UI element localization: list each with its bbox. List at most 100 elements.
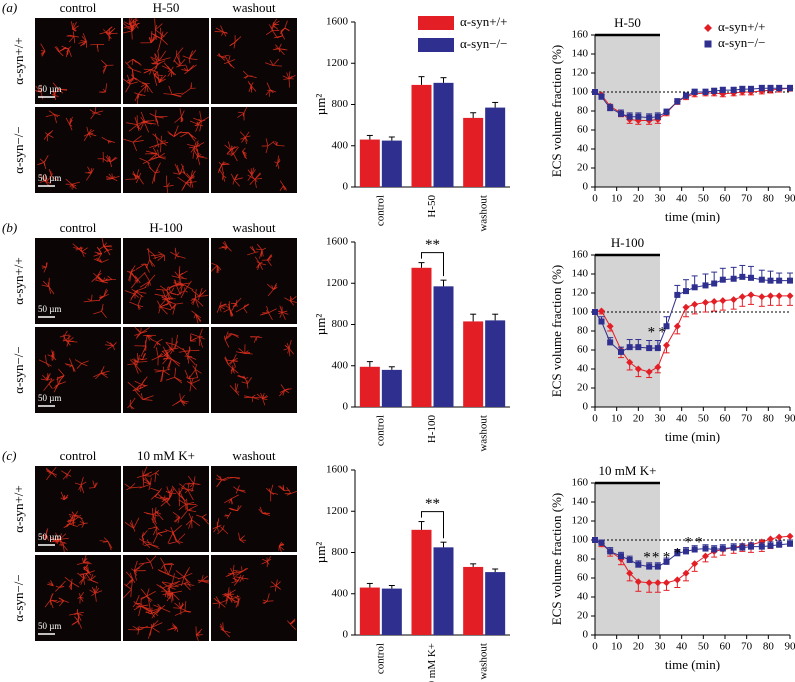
astrocyte-process	[88, 570, 95, 574]
astrocyte-process	[137, 279, 141, 284]
astrocyte-process	[170, 292, 180, 296]
astrocyte-process	[220, 628, 224, 631]
astrocyte-process	[199, 295, 209, 297]
astrocyte-process	[150, 35, 157, 43]
astrocyte-process	[151, 356, 159, 361]
astrocyte-process	[137, 271, 146, 280]
marker	[682, 569, 690, 577]
astrocyte-process	[170, 66, 174, 71]
astrocyte-process	[223, 31, 228, 34]
significance-label: **	[425, 496, 440, 512]
astrocyte-process	[226, 515, 230, 519]
astrocyte-process	[186, 173, 191, 179]
astrocyte-process	[40, 43, 46, 52]
astrocyte-process	[216, 306, 220, 313]
astrocyte-process	[230, 173, 235, 181]
astrocyte-process	[195, 368, 202, 374]
annotation: *	[695, 534, 703, 550]
y-axis-label: ECS volume fraction (%)	[549, 45, 564, 178]
marker	[626, 344, 633, 351]
astrocyte-process	[279, 180, 284, 186]
astrocyte-process	[90, 574, 94, 581]
astrocyte-process	[219, 599, 228, 604]
astrocyte-process	[193, 476, 196, 484]
astrocyte-process	[191, 483, 195, 492]
astrocyte-process	[154, 369, 164, 372]
astrocyte-process	[130, 486, 142, 489]
astrocyte-process	[58, 540, 67, 544]
astrocyte-process	[130, 482, 136, 489]
astrocyte-process	[241, 381, 248, 384]
astrocyte-process	[243, 106, 248, 114]
astrocyte-process	[256, 261, 260, 264]
marker	[711, 88, 718, 95]
astrocyte-process	[73, 36, 76, 44]
astrocyte-process	[275, 581, 281, 586]
astrocyte-process	[222, 622, 224, 631]
marker	[618, 348, 624, 355]
astrocyte-process	[144, 263, 150, 273]
astrocyte-process	[290, 490, 298, 494]
astrocyte-process	[237, 600, 240, 607]
marker	[747, 291, 755, 299]
astrocyte-process	[67, 48, 69, 56]
astrocyte-process	[187, 509, 197, 513]
astrocyte-process	[217, 524, 222, 528]
astrocyte-process	[224, 357, 229, 365]
astrocyte-process	[160, 604, 166, 609]
micrograph-background	[35, 327, 121, 413]
panel-label: (c)	[2, 448, 16, 463]
column-header: H-100	[149, 220, 182, 235]
astrocyte-process	[154, 144, 159, 148]
astrocyte-process	[91, 299, 101, 302]
astrocyte-process	[182, 347, 189, 357]
astrocyte-process	[69, 515, 75, 521]
astrocyte-process	[262, 600, 268, 604]
astrocyte-process	[130, 81, 138, 85]
astrocyte-process	[151, 508, 154, 515]
astrocyte-process	[74, 359, 82, 364]
astrocyte-process	[130, 265, 136, 273]
astrocyte-process	[79, 591, 85, 598]
y-tick-label: 0	[583, 401, 589, 413]
astrocyte-process	[192, 298, 196, 306]
astrocyte-process	[232, 365, 234, 369]
marker	[776, 541, 783, 548]
astrocyte-process	[184, 369, 189, 380]
astrocyte-process	[163, 370, 170, 376]
astrocyte-process	[123, 21, 130, 25]
astrocyte-process	[59, 537, 64, 546]
astrocyte-process	[265, 310, 269, 314]
astrocyte-process	[199, 289, 207, 297]
x-tick-label: control	[374, 643, 386, 674]
stimulus-label: H-50	[614, 15, 641, 30]
astrocyte-process	[149, 259, 156, 267]
bar	[381, 140, 402, 187]
astrocyte-process	[228, 59, 236, 63]
astrocyte-process	[150, 31, 153, 43]
astrocyte-process	[179, 277, 187, 280]
astrocyte-process	[224, 246, 228, 250]
astrocyte-process	[39, 173, 45, 182]
astrocyte-process	[126, 58, 134, 64]
astrocyte-process	[262, 396, 269, 400]
astrocyte-process	[85, 172, 92, 174]
legend-marker	[704, 24, 712, 32]
astrocyte-process	[158, 78, 166, 83]
astrocyte-process	[276, 35, 283, 39]
bar	[463, 117, 484, 187]
column-header: washout	[232, 0, 276, 15]
astrocyte-process	[279, 312, 283, 318]
astrocyte-process	[138, 172, 142, 178]
astrocyte-process	[178, 490, 181, 496]
astrocyte-process	[251, 246, 256, 253]
astrocyte-process	[189, 383, 192, 392]
astrocyte-process	[197, 156, 201, 166]
astrocyte-process	[228, 498, 232, 504]
astrocyte-process	[177, 541, 183, 543]
astrocyte-process	[42, 280, 50, 288]
x-tick-label: 0	[592, 413, 598, 425]
significance-label: **	[425, 237, 440, 253]
astrocyte-process	[185, 519, 192, 526]
astrocyte-process	[218, 162, 222, 166]
